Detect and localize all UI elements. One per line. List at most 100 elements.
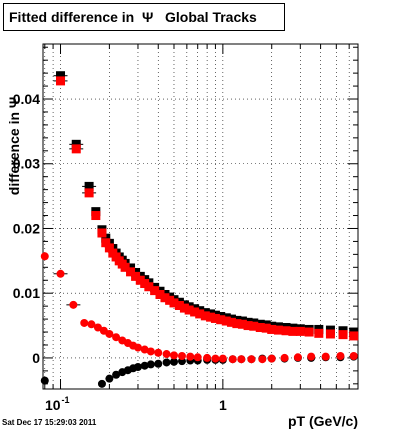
data-point-square xyxy=(91,211,101,221)
y-tick-label: 0.04 xyxy=(13,91,40,107)
data-point-circle xyxy=(258,355,267,364)
data-point-circle xyxy=(97,379,106,388)
data-point-circle xyxy=(203,353,212,362)
data-point-circle xyxy=(40,252,49,261)
x-axis-label: pT (GeV/c) xyxy=(288,413,358,429)
y-tick-label: 0.01 xyxy=(13,285,40,301)
data-point-square xyxy=(71,139,81,149)
data-point-circle xyxy=(237,355,246,364)
data-point-square xyxy=(314,328,324,338)
data-point-square xyxy=(195,309,205,319)
data-point-square xyxy=(84,188,94,198)
data-point-square xyxy=(288,326,298,336)
data-point-circle xyxy=(349,351,358,360)
data-point-square xyxy=(190,307,200,317)
axes: 0 0.01 0.02 0.03 0.04 10 -1 1 xyxy=(13,44,358,413)
data-point-square xyxy=(261,323,271,333)
data-point-circle xyxy=(69,300,78,309)
data-point-circle xyxy=(169,357,178,366)
x-tick-label: 1 xyxy=(219,397,227,413)
data-point-circle xyxy=(177,351,186,360)
data-point-circle xyxy=(193,353,202,362)
data-point-circle xyxy=(154,359,163,368)
data-point-square xyxy=(243,321,253,331)
data-point-circle xyxy=(247,355,256,364)
data-point-circle xyxy=(112,370,121,379)
data-point-square xyxy=(200,311,210,321)
data-point-circle xyxy=(228,355,237,364)
data-point-square xyxy=(120,262,130,272)
data-point-circle xyxy=(93,323,102,332)
data-point-circle xyxy=(105,374,114,383)
data-point-square xyxy=(104,243,114,253)
data-point-square xyxy=(56,76,66,86)
data-point-square xyxy=(237,319,247,329)
data-point-circle xyxy=(321,352,330,361)
data-point-square xyxy=(169,298,179,308)
data-point-square xyxy=(101,233,111,243)
y-tick-label: 0.02 xyxy=(13,220,40,236)
data-point-square xyxy=(338,330,348,340)
y-tick-label: 0.03 xyxy=(13,156,40,172)
data-point-circle xyxy=(133,343,142,352)
data-point-square xyxy=(216,315,226,325)
data-point-circle xyxy=(267,354,276,363)
data-point-circle xyxy=(56,269,65,278)
data-point-square xyxy=(126,267,136,277)
plot-frame xyxy=(42,43,359,390)
data-point-square xyxy=(179,303,189,313)
data-point-square xyxy=(221,316,231,326)
data-point-square xyxy=(184,305,194,315)
data-point-square xyxy=(281,326,291,336)
y-axis-label: difference in Ψ xyxy=(6,97,22,195)
data-point-circle xyxy=(218,354,227,363)
x-tick-label: 10 xyxy=(45,397,61,413)
data-point-square xyxy=(255,323,265,333)
data-point-square xyxy=(150,286,160,296)
data-point-circle xyxy=(80,318,89,327)
data-point-circle xyxy=(336,351,345,360)
data-point-circle xyxy=(162,350,171,359)
data-point-circle xyxy=(169,351,178,360)
data-point-square xyxy=(174,301,184,311)
data-point-square xyxy=(71,144,81,154)
data-point-circle xyxy=(140,361,149,370)
data-point-square xyxy=(304,327,314,337)
data-point-circle xyxy=(154,348,163,357)
grid-lines xyxy=(43,44,358,389)
data-point-square xyxy=(273,325,283,335)
data-point-circle xyxy=(40,376,49,385)
data-point-circle xyxy=(140,345,149,354)
data-point-square xyxy=(101,238,111,248)
y-tick-label: 0 xyxy=(32,350,40,366)
data-marks xyxy=(40,71,359,388)
data-point-circle xyxy=(162,358,171,367)
data-point-square xyxy=(144,282,154,292)
data-point-circle xyxy=(87,320,96,329)
x-tick-label-exponent: -1 xyxy=(62,395,70,405)
data-point-square xyxy=(295,326,305,336)
data-point-circle xyxy=(211,354,220,363)
data-point-square xyxy=(160,293,170,303)
data-point-square xyxy=(97,228,107,238)
data-point-circle xyxy=(307,352,316,361)
data-point-circle xyxy=(293,353,302,362)
data-point-circle xyxy=(280,353,289,362)
data-point-square xyxy=(325,329,335,339)
data-point-square xyxy=(232,319,242,329)
chart-title: Fitted difference in Ψ Global Tracks xyxy=(9,9,257,25)
data-point-circle xyxy=(133,362,142,371)
data-point-square xyxy=(56,71,66,81)
data-point-square xyxy=(249,321,259,331)
data-point-square xyxy=(226,317,236,327)
data-point-square xyxy=(155,289,165,299)
data-point-square xyxy=(84,181,94,191)
data-point-circle xyxy=(186,352,195,361)
timestamp: Sat Dec 17 15:29:03 2011 xyxy=(2,418,97,427)
data-point-square xyxy=(210,313,220,323)
chart-title-box: Fitted difference in Ψ Global Tracks xyxy=(3,3,285,31)
data-point-circle xyxy=(112,333,121,342)
data-point-square xyxy=(267,324,277,334)
